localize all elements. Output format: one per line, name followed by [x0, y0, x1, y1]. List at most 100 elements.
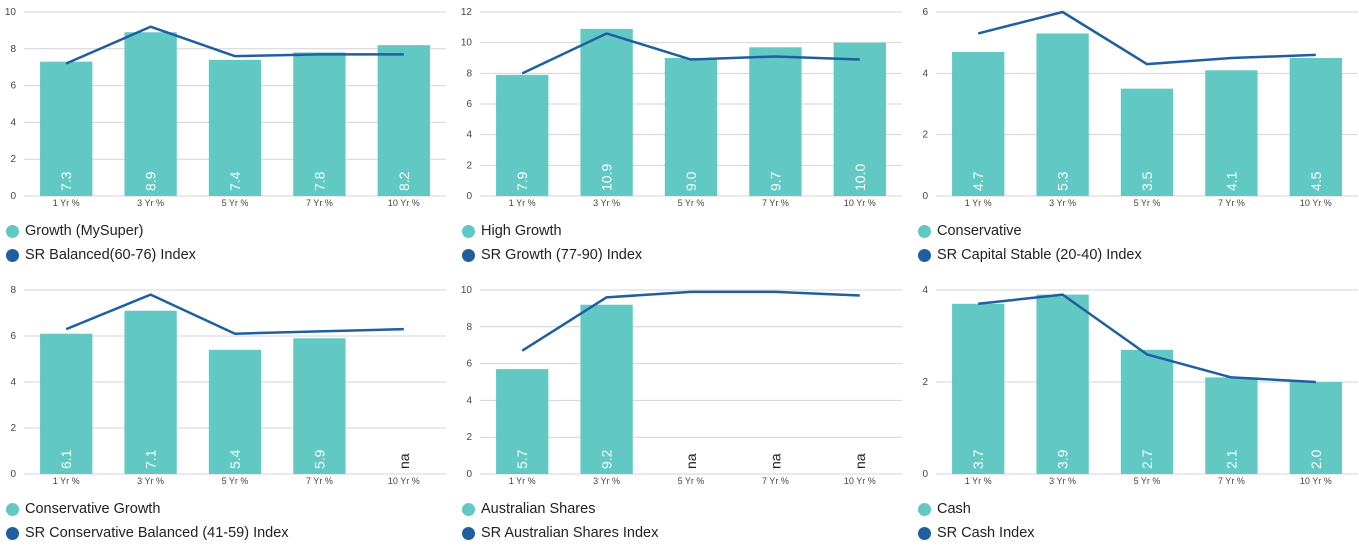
bar — [1205, 70, 1258, 196]
x-tick-label: 10 Yr % — [1300, 198, 1332, 208]
legend-swatch-icon — [462, 248, 475, 262]
bar — [293, 338, 346, 474]
legend-swatch-icon — [918, 248, 931, 262]
bar — [749, 47, 802, 197]
y-tick-label: 12 — [461, 7, 473, 18]
chart-svg: 0 2 4 6 4.7 1 Yr % 5.3 3 Yr % 3.5 5 Yr % 4.1 7 Yr %… — [922, 7, 1358, 208]
bar-data-label: na — [767, 453, 783, 469]
x-tick-label: 3 Yr % — [137, 198, 164, 208]
bar — [208, 349, 262, 474]
y-tick-label: 6 — [466, 359, 472, 370]
y-tick-label: 4 — [922, 68, 928, 79]
bar-data-label: 3.9 — [1055, 449, 1071, 469]
bar — [124, 310, 177, 474]
bar-data-label: 3.5 — [1139, 171, 1155, 191]
index-line — [65, 293, 404, 335]
x-tick-label: 3 Yr % — [1049, 198, 1076, 208]
bar — [1205, 377, 1258, 474]
x-tick-label: 7 Yr % — [1218, 198, 1245, 208]
bar-data-label: 5.3 — [1055, 171, 1071, 191]
legend-item: Conservative — [918, 219, 1142, 243]
x-tick-label: 7 Yr % — [762, 198, 789, 208]
y-tick-label: 8 — [10, 285, 16, 296]
x-tick-label: 5 Yr % — [1134, 476, 1161, 486]
bar — [1289, 58, 1342, 196]
y-tick-label: 0 — [10, 469, 16, 480]
bar-data-label: na — [683, 453, 699, 469]
y-tick-label: 6 — [922, 7, 928, 18]
bar-data-label: 7.3 — [58, 171, 74, 191]
legend-label: Conservative Growth — [25, 501, 161, 517]
legend: Growth (MySuper) SR Balanced(60-76) Index — [6, 219, 196, 267]
x-tick-label: 10 Yr % — [388, 198, 420, 208]
legend-item: SR Conservative Balanced (41-59) Index — [6, 521, 289, 545]
legend: Conservative Growth SR Conservative Balan… — [6, 497, 289, 545]
bar-data-label: 5.9 — [311, 449, 327, 469]
y-tick-label: 2 — [10, 154, 16, 165]
x-tick-label: 3 Yr % — [1049, 476, 1076, 486]
x-tick-label: 5 Yr % — [678, 198, 705, 208]
bar-data-label: 2.0 — [1308, 449, 1324, 469]
y-tick-label: 6 — [466, 99, 472, 110]
bar-data-label: 6.1 — [58, 449, 74, 469]
x-tick-label: 5 Yr % — [678, 476, 705, 486]
bar-data-label: 4.7 — [970, 171, 986, 191]
x-tick-label: 3 Yr % — [137, 476, 164, 486]
y-tick-label: 4 — [466, 395, 472, 406]
bar — [1036, 294, 1089, 474]
y-tick-label: 4 — [10, 117, 16, 128]
legend-swatch-icon — [462, 502, 475, 516]
bar — [580, 28, 633, 196]
x-tick-label: 10 Yr % — [1300, 476, 1332, 486]
y-tick-label: 2 — [922, 377, 928, 388]
chart-panel-2: 0 2 4 6 8 10 12 7.9 1 Yr % 10.9 3 Yr % 9.0 5 Yr % 9.7… — [456, 0, 909, 273]
chart-panel-3: 0 2 4 6 4.7 1 Yr % 5.3 3 Yr % 3.5 5 Yr % 4.1 7 Yr %… — [912, 0, 1359, 273]
legend-item: Growth (MySuper) — [6, 219, 196, 243]
legend-label: SR Balanced(60-76) Index — [25, 247, 196, 263]
legend-label: SR Capital Stable (20-40) Index — [937, 247, 1142, 263]
bar-data-label: 4.5 — [1308, 171, 1324, 191]
bar-data-label: na — [396, 453, 412, 469]
bar — [496, 74, 549, 196]
y-tick-label: 4 — [922, 285, 928, 296]
bar-data-label: 7.9 — [514, 171, 530, 191]
y-tick-label: 10 — [461, 38, 473, 49]
index-line — [978, 293, 1316, 384]
legend-label: SR Cash Index — [937, 525, 1035, 541]
legend-label: Conservative — [937, 223, 1022, 239]
y-tick-label: 8 — [466, 68, 472, 79]
legend-item: Conservative Growth — [6, 497, 289, 521]
chart-svg: 0 2 4 6 8 10 5.7 1 Yr % 9.2 3 Yr % na 5 Yr % na 7 Yr … — [461, 285, 902, 486]
legend-swatch-icon — [918, 224, 931, 238]
bar-data-label: 3.7 — [970, 449, 986, 469]
y-tick-label: 6 — [10, 331, 16, 342]
legend: High Growth SR Growth (77-90) Index — [462, 219, 642, 267]
legend-item: Cash — [918, 497, 1035, 521]
x-tick-label: 1 Yr % — [965, 198, 992, 208]
bar — [664, 58, 718, 196]
legend: Australian Shares SR Australian Shares In… — [462, 497, 658, 545]
y-tick-label: 0 — [10, 191, 16, 202]
y-tick-label: 0 — [922, 469, 928, 480]
bar-data-label: 7.8 — [311, 171, 327, 191]
x-tick-label: 5 Yr % — [222, 476, 249, 486]
bar-data-label: 5.7 — [514, 449, 530, 469]
y-tick-label: 0 — [466, 191, 472, 202]
legend: Conservative SR Capital Stable (20-40) In… — [918, 219, 1142, 267]
legend-label: High Growth — [481, 223, 562, 239]
legend-swatch-icon — [462, 224, 475, 238]
chart-svg: 0 2 4 6 8 10 7.3 1 Yr % 8.9 3 Yr % 7.4 5 Yr % 7.8 7 Y… — [5, 7, 446, 208]
bar-data-label: 4.1 — [1223, 171, 1239, 191]
bar-data-label: 2.7 — [1139, 449, 1155, 469]
chart-svg: 0 2 4 6 8 10 12 7.9 1 Yr % 10.9 3 Yr % 9.0 5 Yr % 9.7… — [461, 7, 902, 208]
x-tick-label: 1 Yr % — [53, 476, 80, 486]
legend-label: SR Growth (77-90) Index — [481, 247, 643, 263]
x-tick-label: 10 Yr % — [844, 198, 876, 208]
legend-item: High Growth — [462, 219, 642, 243]
bar-data-label: 7.1 — [143, 449, 159, 469]
bar-data-label: 7.4 — [227, 171, 243, 191]
bar — [496, 369, 549, 474]
bar — [40, 333, 93, 474]
y-tick-label: 0 — [922, 191, 928, 202]
y-tick-label: 4 — [466, 130, 472, 141]
